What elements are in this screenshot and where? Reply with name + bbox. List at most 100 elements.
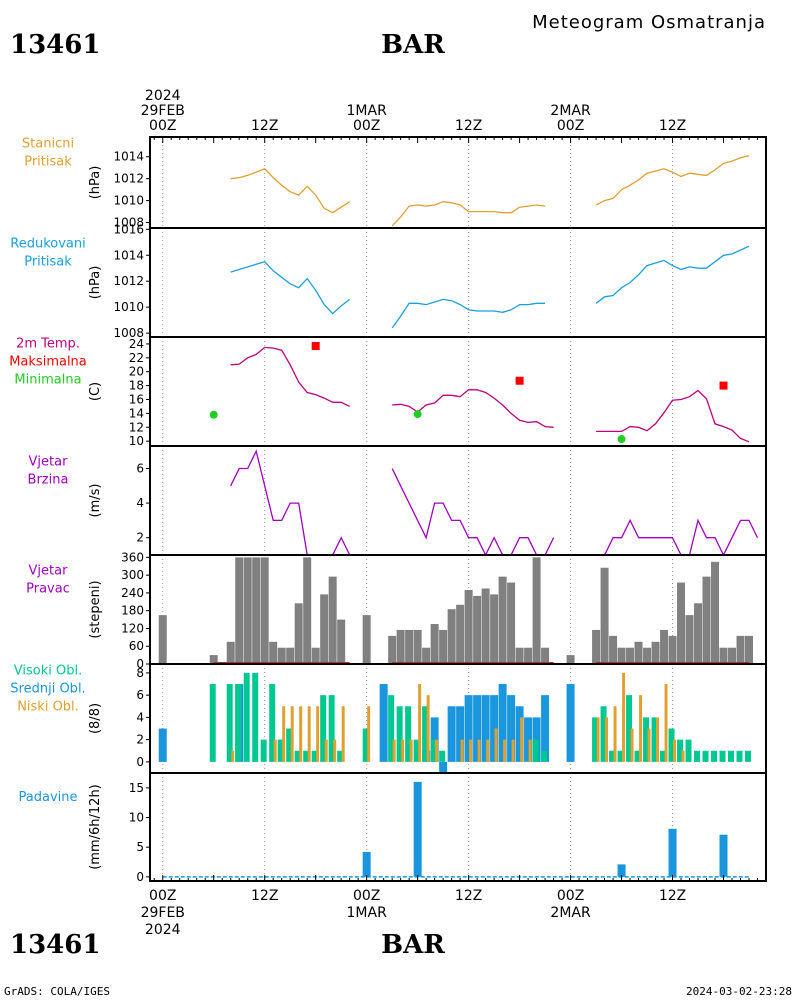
cloud-high-bar — [294, 750, 301, 762]
winddir-bar — [439, 629, 448, 664]
time-label-top: 2024 — [145, 88, 181, 104]
panel-label: Redukovani — [10, 237, 85, 252]
cloud-mid-bar — [456, 706, 465, 762]
y-tick-label: 14 — [129, 406, 144, 420]
y-tick-label: 10 — [129, 811, 144, 825]
panel-wind-speed — [146, 445, 767, 557]
y-tick-label: 1012 — [113, 274, 144, 288]
time-label-top: 29FEB — [141, 103, 185, 119]
cloud-low-bar — [656, 717, 660, 762]
cloud-high-bar — [422, 706, 429, 762]
cloud-mid-bar — [490, 695, 499, 762]
winddir-bar — [320, 594, 329, 664]
y-tick-label: 15 — [129, 781, 144, 795]
panel-label: Vjetar — [29, 564, 69, 579]
panel-frame — [149, 772, 767, 882]
cloud-low-bar — [520, 717, 524, 762]
panel-label: Brzina — [28, 473, 69, 488]
cloud-mid-bar — [473, 695, 482, 762]
panel-label: Pravac — [26, 582, 70, 597]
precip-bar — [413, 781, 422, 877]
winddir-bar — [507, 582, 516, 664]
winddir-bar — [532, 557, 541, 664]
winddir-bar — [422, 647, 431, 664]
winddir-bar — [719, 647, 728, 664]
cloud-mid-bar — [439, 761, 448, 773]
cloud-low-bar — [528, 739, 532, 762]
winddir-bar — [226, 641, 235, 664]
series-line-station-pressure — [391, 201, 546, 227]
series-line-wind-speed — [596, 518, 759, 557]
cloud-low-bar — [622, 672, 626, 762]
cloud-low-bar — [290, 706, 294, 762]
cloud-high-bar — [745, 750, 752, 762]
winddir-bar — [158, 615, 167, 664]
page-title: Meteogram Osmatranja — [532, 12, 766, 33]
cloud-low-bar — [307, 706, 311, 762]
y-tick-label: 60 — [129, 639, 144, 653]
y-axis-label: (C) — [88, 382, 103, 401]
y-tick-label: 1010 — [113, 300, 144, 314]
winddir-bar — [481, 588, 490, 664]
y-tick-label: 20 — [129, 365, 144, 379]
footer-source: GrADS: COLA/IGES — [4, 985, 110, 998]
cloud-low-bar — [418, 684, 422, 762]
y-tick-label: 24 — [129, 337, 144, 351]
y-axis-label: (hPa) — [88, 266, 103, 300]
panel-temperature — [146, 336, 767, 447]
cloud-high-bar — [541, 750, 548, 762]
winddir-bar — [243, 557, 252, 664]
panel-label: Visoki Obl. — [14, 664, 82, 679]
winddir-bar — [209, 655, 218, 664]
cloud-low-bar — [477, 739, 481, 762]
place-name-top: BAR — [381, 30, 445, 60]
cloud-high-bar — [226, 684, 233, 762]
y-axis-label: (mm/6h/12h) — [88, 784, 103, 870]
winddir-bar — [660, 629, 669, 664]
winddir-bar — [388, 635, 397, 664]
y-tick-label: 1014 — [113, 150, 144, 164]
time-label-bottom: 12Z — [455, 888, 482, 904]
panel-label: Minimalna — [14, 373, 81, 388]
time-label-top: 12Z — [659, 118, 686, 134]
tmax-marker — [719, 381, 728, 390]
cloud-low-bar — [367, 706, 371, 762]
winddir-bar — [634, 641, 643, 664]
time-label-bottom: 29FEB — [141, 905, 185, 921]
cloud-high-bar — [252, 672, 259, 762]
winddir-bar — [617, 647, 626, 664]
time-label-bottom: 12Z — [659, 888, 686, 904]
panel-clouds — [146, 663, 767, 774]
winddir-bar — [447, 609, 456, 664]
series-line-temperature — [230, 346, 350, 407]
y-tick-label: 180 — [121, 604, 144, 618]
winddir-bar — [694, 603, 703, 664]
cloud-mid-bar — [464, 695, 473, 762]
time-label-top: 00Z — [353, 118, 380, 134]
winddir-bar — [711, 561, 720, 664]
y-axis-label: (8/8) — [88, 703, 103, 734]
cloud-low-bar — [426, 695, 430, 762]
series-line-wind-speed — [230, 449, 351, 556]
y-tick-label: 8 — [136, 666, 144, 680]
panel-label: Stanicni — [22, 137, 74, 152]
cloud-high-bar — [243, 672, 250, 762]
winddir-bar — [286, 647, 295, 664]
cloud-high-bar — [439, 750, 446, 762]
cloud-mid-bar — [481, 695, 490, 762]
time-label-bottom: 2MAR — [550, 905, 591, 921]
winddir-bar — [600, 567, 609, 664]
cloud-low-bar — [639, 695, 643, 762]
cloud-high-bar — [643, 717, 650, 762]
cloud-high-bar — [362, 728, 369, 762]
cloud-low-bar — [647, 728, 651, 762]
panel-label: Padavine — [19, 790, 78, 805]
cloud-mid-bar — [541, 695, 550, 762]
time-label-top: 00Z — [557, 118, 584, 134]
series-line-reduced-pressure — [391, 298, 546, 329]
winddir-bar — [413, 629, 422, 664]
winddir-bar — [464, 589, 473, 664]
y-tick-label: 1008 — [113, 216, 144, 230]
cloud-low-bar — [503, 739, 507, 762]
time-label-top: 2MAR — [550, 103, 591, 119]
